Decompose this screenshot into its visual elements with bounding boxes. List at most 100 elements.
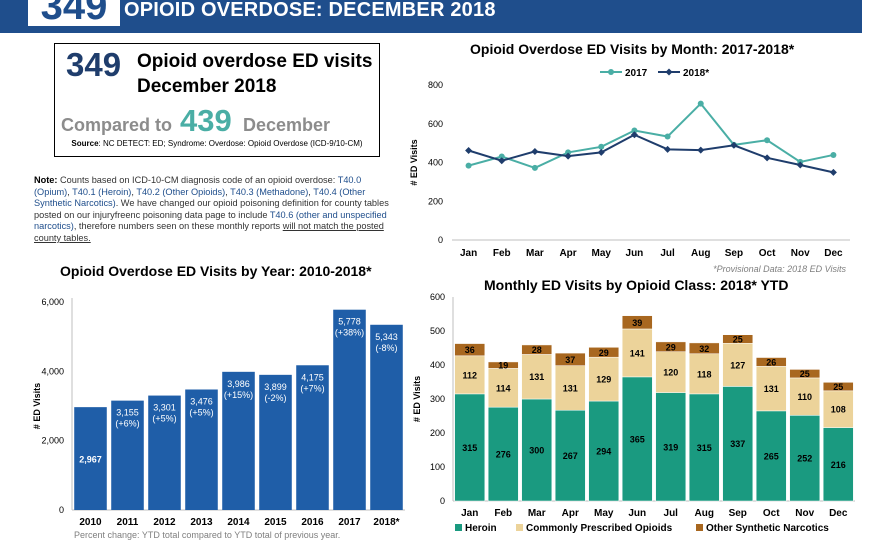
segment-prescribed [688, 353, 720, 395]
line-footnote: *Provisional Data: 2018 ED Visits [713, 264, 846, 274]
legend-label: 2018* [683, 68, 709, 79]
point-2017 [830, 151, 837, 158]
bar-change-label: (+7%) [300, 383, 324, 393]
point-2018 [597, 148, 605, 156]
point-2018 [829, 168, 837, 176]
x-tick-label: 2017 [338, 517, 361, 528]
segment-label: 37 [565, 355, 575, 365]
segment-synthetic [722, 334, 754, 344]
segment-label: 300 [529, 446, 544, 456]
legend-marker [665, 68, 673, 76]
stat-box: 349 Opioid overdose ED visits December 2… [54, 43, 380, 157]
segment-label: 252 [797, 454, 812, 464]
segment-label: 315 [462, 443, 477, 453]
year-bar [111, 400, 144, 510]
segment-label: 110 [797, 392, 812, 402]
segment-label: 39 [632, 318, 642, 328]
legend-label: Commonly Prescribed Opioids [526, 523, 673, 534]
segment-label: 131 [529, 372, 544, 382]
legend-label: Other Synthetic Narcotics [706, 523, 829, 534]
segment-prescribed [621, 328, 653, 378]
note-part: , therefore numbers seen on these monthl… [73, 221, 283, 232]
header-title: OPIOID OVERDOSE: DECEMBER 2018 [124, 0, 496, 21]
series-line-2017 [468, 102, 834, 170]
point-2018 [531, 147, 539, 155]
segment-label: 32 [699, 344, 709, 354]
x-tick-label: Dec [829, 508, 848, 519]
x-tick-label: Jan [461, 508, 478, 519]
note-text: Note: Counts based on ICD-10-CM diagnosi… [34, 175, 394, 245]
bar-change-label: (-2%) [265, 393, 287, 403]
line-chart-title: Opioid Overdose ED Visits by Month: 2017… [470, 41, 795, 57]
segment-heroin [521, 398, 553, 502]
segment-label: 25 [833, 382, 843, 392]
compared-month: December [243, 115, 331, 135]
segment-label: 276 [496, 450, 511, 460]
point-2018 [564, 152, 572, 160]
x-tick-label: Jul [660, 248, 675, 259]
segment-label: 29 [599, 348, 609, 358]
note-code: T40.1 (Heroin) [72, 186, 132, 197]
x-tick-label: Oct [759, 248, 776, 259]
segment-label: 120 [663, 368, 678, 378]
segment-heroin [722, 386, 754, 502]
segment-heroin [822, 427, 854, 502]
x-tick-label: Apr [559, 248, 576, 259]
point-2017 [631, 127, 638, 134]
segment-label: 216 [831, 460, 846, 470]
yearly-chart-title: Opioid Overdose ED Visits by Year: 2010-… [60, 263, 372, 279]
segment-label: 25 [733, 334, 743, 344]
note-code: T40.6 (other and unspecified narcotics) [34, 209, 387, 232]
point-2018 [664, 145, 672, 153]
segment-prescribed [789, 377, 821, 416]
bar-value-label: 3,301 [153, 403, 176, 413]
bar-change-label: (+5%) [189, 407, 213, 417]
note-part: , [131, 186, 137, 197]
segment-prescribed [454, 355, 486, 395]
x-tick-label: 2018* [373, 517, 399, 528]
point-2017 [664, 133, 671, 140]
x-tick-label: Nov [791, 248, 810, 259]
segment-label: 118 [697, 369, 712, 379]
legend-marker [608, 69, 614, 75]
segment-synthetic [655, 341, 687, 352]
y-axis-title: # ED Visits [32, 383, 42, 429]
bar-value-label: 3,986 [227, 379, 250, 389]
y-tick-label: 200 [428, 196, 443, 206]
x-tick-label: Mar [528, 508, 546, 519]
segment-label: 131 [764, 384, 779, 394]
segment-synthetic [487, 361, 519, 369]
x-tick-label: Oct [763, 508, 780, 519]
bar-value-label: 2,967 [79, 455, 102, 465]
x-tick-label: Sep [729, 508, 747, 519]
y-tick-label: 6,000 [41, 297, 64, 307]
x-tick-label: Jun [628, 508, 646, 519]
y-tick-label: 200 [430, 428, 445, 438]
segment-synthetic [621, 315, 653, 330]
point-2018 [763, 154, 771, 162]
segment-label: 26 [766, 357, 776, 367]
bar-change-label: (+38%) [335, 328, 364, 338]
note-part: , [308, 186, 314, 197]
segment-synthetic [789, 369, 821, 379]
segment-label: 36 [465, 345, 475, 355]
x-tick-label: 2010 [79, 517, 102, 528]
point-2017 [764, 137, 771, 144]
segment-label: 25 [800, 369, 810, 379]
segment-label: 365 [630, 434, 645, 444]
point-2018 [697, 146, 705, 154]
year-bar [185, 389, 218, 510]
segment-label: 108 [831, 405, 846, 415]
point-2018 [730, 141, 738, 149]
note-label: Note: [34, 175, 58, 185]
bar-change-label: (+15%) [224, 390, 253, 400]
note-part: Counts based on ICD-10-CM diagnosis code… [57, 175, 338, 185]
segment-synthetic [822, 382, 854, 392]
bar-change-label: (+5%) [152, 414, 176, 424]
segment-label: 112 [462, 370, 477, 380]
segment-synthetic [755, 357, 787, 367]
segment-heroin [789, 415, 821, 502]
segment-label: 319 [663, 442, 678, 452]
point-2018 [465, 146, 473, 154]
y-axis-title: # ED Visits [412, 376, 422, 422]
